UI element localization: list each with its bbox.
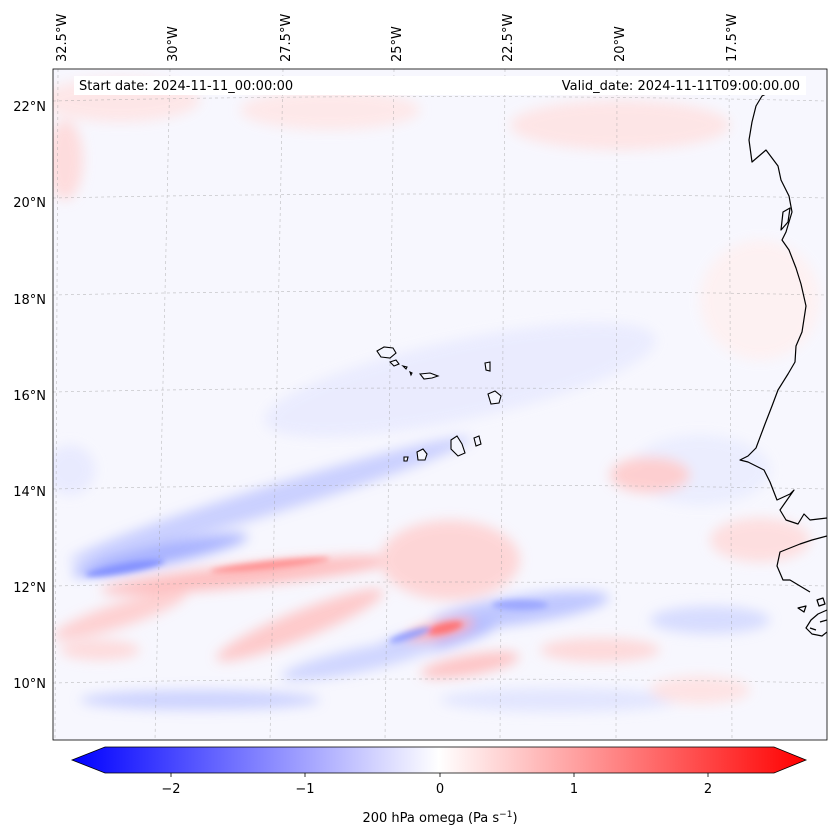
start-date-label: Start date: 2024-11-11_00:00:00 <box>79 79 293 94</box>
colorbar-bar <box>70 746 808 774</box>
valid-date-label: Valid_date: 2024-11-11T09:00:00.00 <box>562 79 800 94</box>
lon-label: 22.5°W <box>501 14 516 62</box>
longitude-labels: 32.5°W 30°W 27.5°W 25°W 22.5°W 20°W 17.5… <box>55 14 740 62</box>
map-panel <box>53 69 827 740</box>
colorbar-tick-label: 1 <box>570 782 578 797</box>
lat-label: 10°N <box>13 677 46 692</box>
lon-label: 32.5°W <box>55 14 70 62</box>
lat-label: 18°N <box>13 293 46 308</box>
colorbar-tick-label: −2 <box>161 782 180 797</box>
map-frame <box>52 68 828 741</box>
west-africa-coastline <box>739 91 827 637</box>
lat-label: 14°N <box>13 485 46 500</box>
gridlines <box>53 69 827 740</box>
lon-label: 30°W <box>166 26 181 62</box>
lat-label: 12°N <box>13 581 46 596</box>
lon-label: 27.5°W <box>279 14 294 62</box>
colorbar-label: 200 hPa omega (Pa s−1) <box>362 810 517 826</box>
date-banner <box>74 76 806 95</box>
lat-label: 16°N <box>13 389 46 404</box>
colorbar-tick-label: 2 <box>704 782 712 797</box>
lon-label: 25°W <box>390 26 405 62</box>
latitude-labels: 22°N 20°N 18°N 16°N 14°N 12°N 10°N <box>13 100 46 692</box>
colorbar-tick-label: 0 <box>436 782 444 797</box>
colorbar-ticks <box>170 773 709 777</box>
lon-label: 20°W <box>613 26 628 62</box>
colorbar-tick-label: −1 <box>295 782 314 797</box>
lat-label: 20°N <box>13 196 46 211</box>
lat-label: 22°N <box>13 100 46 115</box>
omega-field <box>53 78 820 712</box>
lon-label: 17.5°W <box>725 14 740 62</box>
colorbar: −2 −1 0 1 2 200 hPa omega (Pa s−1) <box>70 746 808 826</box>
cape-verde-islands <box>376 346 502 462</box>
